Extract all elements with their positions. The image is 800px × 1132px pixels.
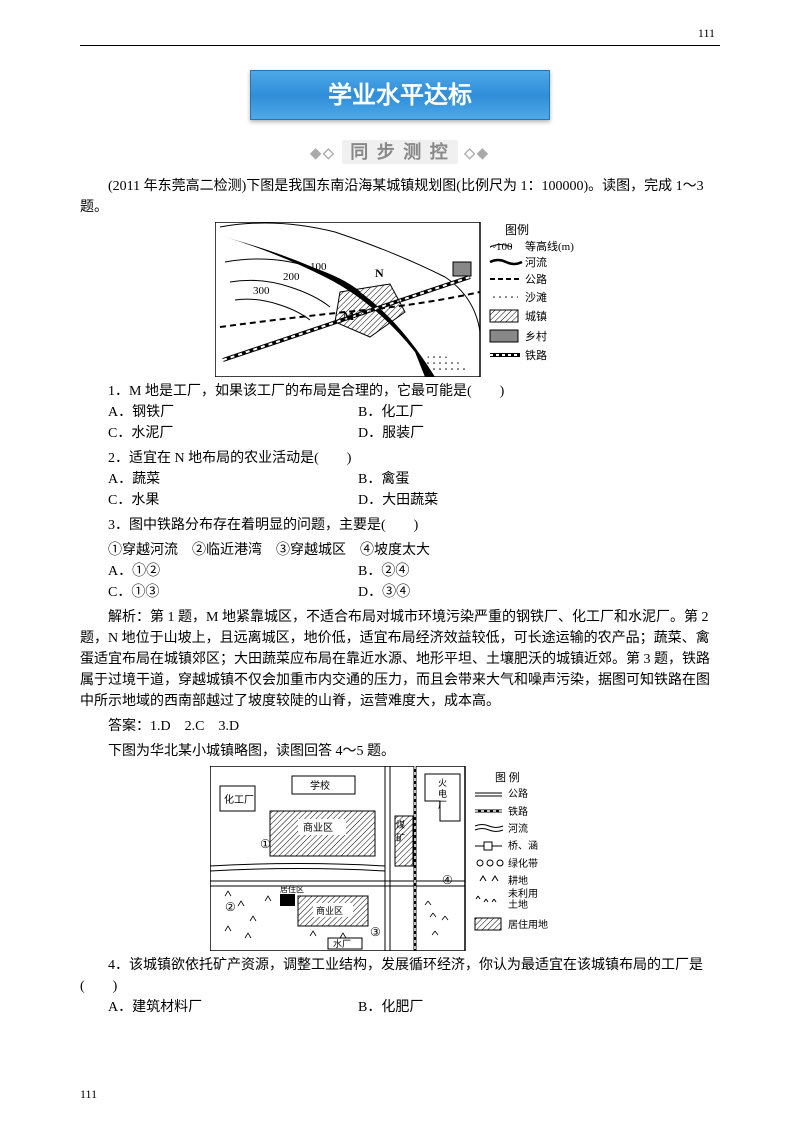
svg-text:土地: 土地 [508, 898, 528, 911]
svg-text:④: ④ [442, 873, 453, 887]
content: 学业水平达标 ◆◇ 同 步 测 控 ◇◆ (2011 年东莞高二检测)下图是我国… [80, 30, 720, 1018]
legend-road: 公路 [525, 273, 547, 286]
diamond-right-icon: ◇◆ [464, 146, 490, 161]
diamond-left-icon: ◆◇ [310, 146, 336, 161]
svg-text:电: 电 [438, 788, 447, 799]
svg-text:~100: ~100 [490, 241, 513, 253]
q4-B: B．化肥厂 [358, 997, 608, 1018]
svg-text:火: 火 [438, 778, 447, 788]
legend-rail: 铁路 [525, 349, 547, 362]
svg-text:未利用: 未利用 [508, 888, 538, 900]
legend-title: 图例 [505, 223, 529, 237]
svg-text:厂: 厂 [438, 800, 447, 810]
svg-text:矿: 矿 [396, 832, 405, 843]
answer-1: 答案：1.D 2.C 3.D [80, 716, 720, 737]
q2-row1: A．蔬菜 B．禽蛋 [108, 469, 720, 490]
analysis-1: 解析：第 1 题，M 地紧靠城区，不适合布局对城市环境污染严重的钢铁厂、化工厂和… [80, 607, 720, 712]
q2-C: C．水果 [108, 490, 358, 511]
q3-A: A．①② [108, 561, 358, 582]
sub-banner: ◆◇ 同 步 测 控 ◇◆ [80, 138, 720, 164]
figure-1: 300 200 100 M N [80, 222, 720, 377]
contour-200: 200 [283, 271, 300, 283]
q3-D: D．③④ [358, 582, 608, 603]
intro-paragraph: (2011 年东莞高二检测)下图是我国东南沿海某城镇规划图(比例尺为 1：100… [80, 176, 720, 218]
contour-100: 100 [310, 261, 327, 273]
legend-contour: 等高线(m) [525, 239, 574, 253]
page-number-bottom: 111 [80, 1087, 97, 1102]
sub-banner-text: 同 步 测 控 [342, 140, 458, 164]
q2-A: A．蔬菜 [108, 469, 358, 490]
q1-stem: 1．M 地是工厂，如果该工厂的布局是合理的，它最可能是( ) [108, 381, 720, 402]
q3-B: B．②④ [358, 561, 608, 582]
header-rule [80, 45, 720, 46]
q1-B: B．化工厂 [358, 402, 608, 423]
svg-text:耕地: 耕地 [508, 874, 528, 887]
svg-text:居住区: 居住区 [280, 884, 304, 894]
q1-C: C．水泥厂 [108, 423, 358, 444]
q4-row1: A．建筑材料厂 B．化肥厂 [108, 997, 720, 1018]
label-N: N [375, 266, 384, 280]
q3-opts: ①穿越河流 ②临近港湾 ③穿越城区 ④坡度太大 [108, 540, 720, 561]
svg-text:①: ① [260, 837, 271, 851]
legend-town: 城镇 [525, 309, 547, 323]
q2-D: D．大田蔬菜 [358, 490, 608, 511]
q4-A: A．建筑材料厂 [108, 997, 358, 1018]
svg-text:绿化带: 绿化带 [508, 857, 538, 870]
q1-D: D．服装厂 [358, 423, 608, 444]
q3-row2: C．①③ D．③④ [108, 582, 720, 603]
q1-row1: A．钢铁厂 B．化工厂 [108, 402, 720, 423]
title-banner: 学业水平达标 [250, 70, 550, 120]
f2-biz: 商业区 [303, 821, 333, 834]
intro-2: 下图为华北某小城镇略图，读图回答 4～5 题。 [80, 741, 720, 762]
q4-stem: 4．该城镇欲依托矿产资源，调整工业结构，发展循环经济，你认为最适宜在该城镇布局的… [80, 955, 720, 997]
q2-row2: C．水果 D．大田蔬菜 [108, 490, 720, 511]
q3-C: C．①③ [108, 582, 358, 603]
svg-text:居住用地: 居住用地 [508, 918, 548, 931]
legend-beach: 沙滩 [525, 290, 547, 304]
svg-text:铁路: 铁路 [508, 805, 528, 818]
legend-river: 河流 [525, 255, 547, 269]
svg-text:煤: 煤 [396, 819, 405, 830]
figure-2: 化工厂 学校 商业区 煤 矿 火 电 厂 商业区 居住区 [80, 766, 720, 951]
q1-A: A．钢铁厂 [108, 402, 358, 423]
svg-text:②: ② [225, 900, 236, 914]
svg-text:桥、涵: 桥、涵 [508, 840, 538, 852]
svg-text:水厂: 水厂 [333, 938, 351, 949]
f2-res: 商业区 [316, 905, 343, 916]
contour-300: 300 [253, 285, 270, 297]
f2-chem: 化工厂 [224, 793, 254, 806]
q2-stem: 2．适宜在 N 地布局的农业活动是( ) [108, 448, 720, 469]
f2-legend-title: 图 例 [495, 770, 520, 784]
q2-B: B．禽蛋 [358, 469, 608, 490]
f2-school: 学校 [310, 779, 330, 792]
q3-row1: A．①② B．②④ [108, 561, 720, 582]
page-number-top: 111 [698, 26, 715, 41]
q3-stem: 3．图中铁路分布存在着明显的问题，主要是( ) [108, 515, 720, 536]
svg-text:公路: 公路 [508, 787, 528, 800]
svg-text:河流: 河流 [508, 822, 528, 835]
q1-row2: C．水泥厂 D．服装厂 [108, 423, 720, 444]
svg-text:③: ③ [370, 925, 381, 939]
legend-village: 乡村 [525, 329, 547, 343]
label-M: M [343, 309, 354, 323]
